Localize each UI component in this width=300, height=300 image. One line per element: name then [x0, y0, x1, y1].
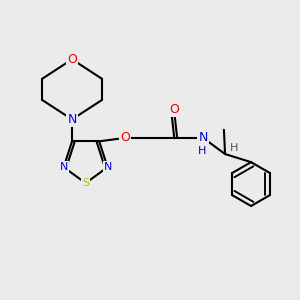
Text: S: S: [82, 178, 89, 188]
Text: N: N: [68, 113, 77, 126]
Text: O: O: [169, 103, 179, 116]
Text: O: O: [67, 53, 77, 66]
Text: N: N: [103, 162, 112, 172]
Text: N: N: [198, 131, 208, 144]
Text: N: N: [59, 162, 68, 172]
Text: O: O: [120, 131, 130, 144]
Text: H: H: [230, 143, 238, 153]
Text: H: H: [198, 146, 206, 156]
